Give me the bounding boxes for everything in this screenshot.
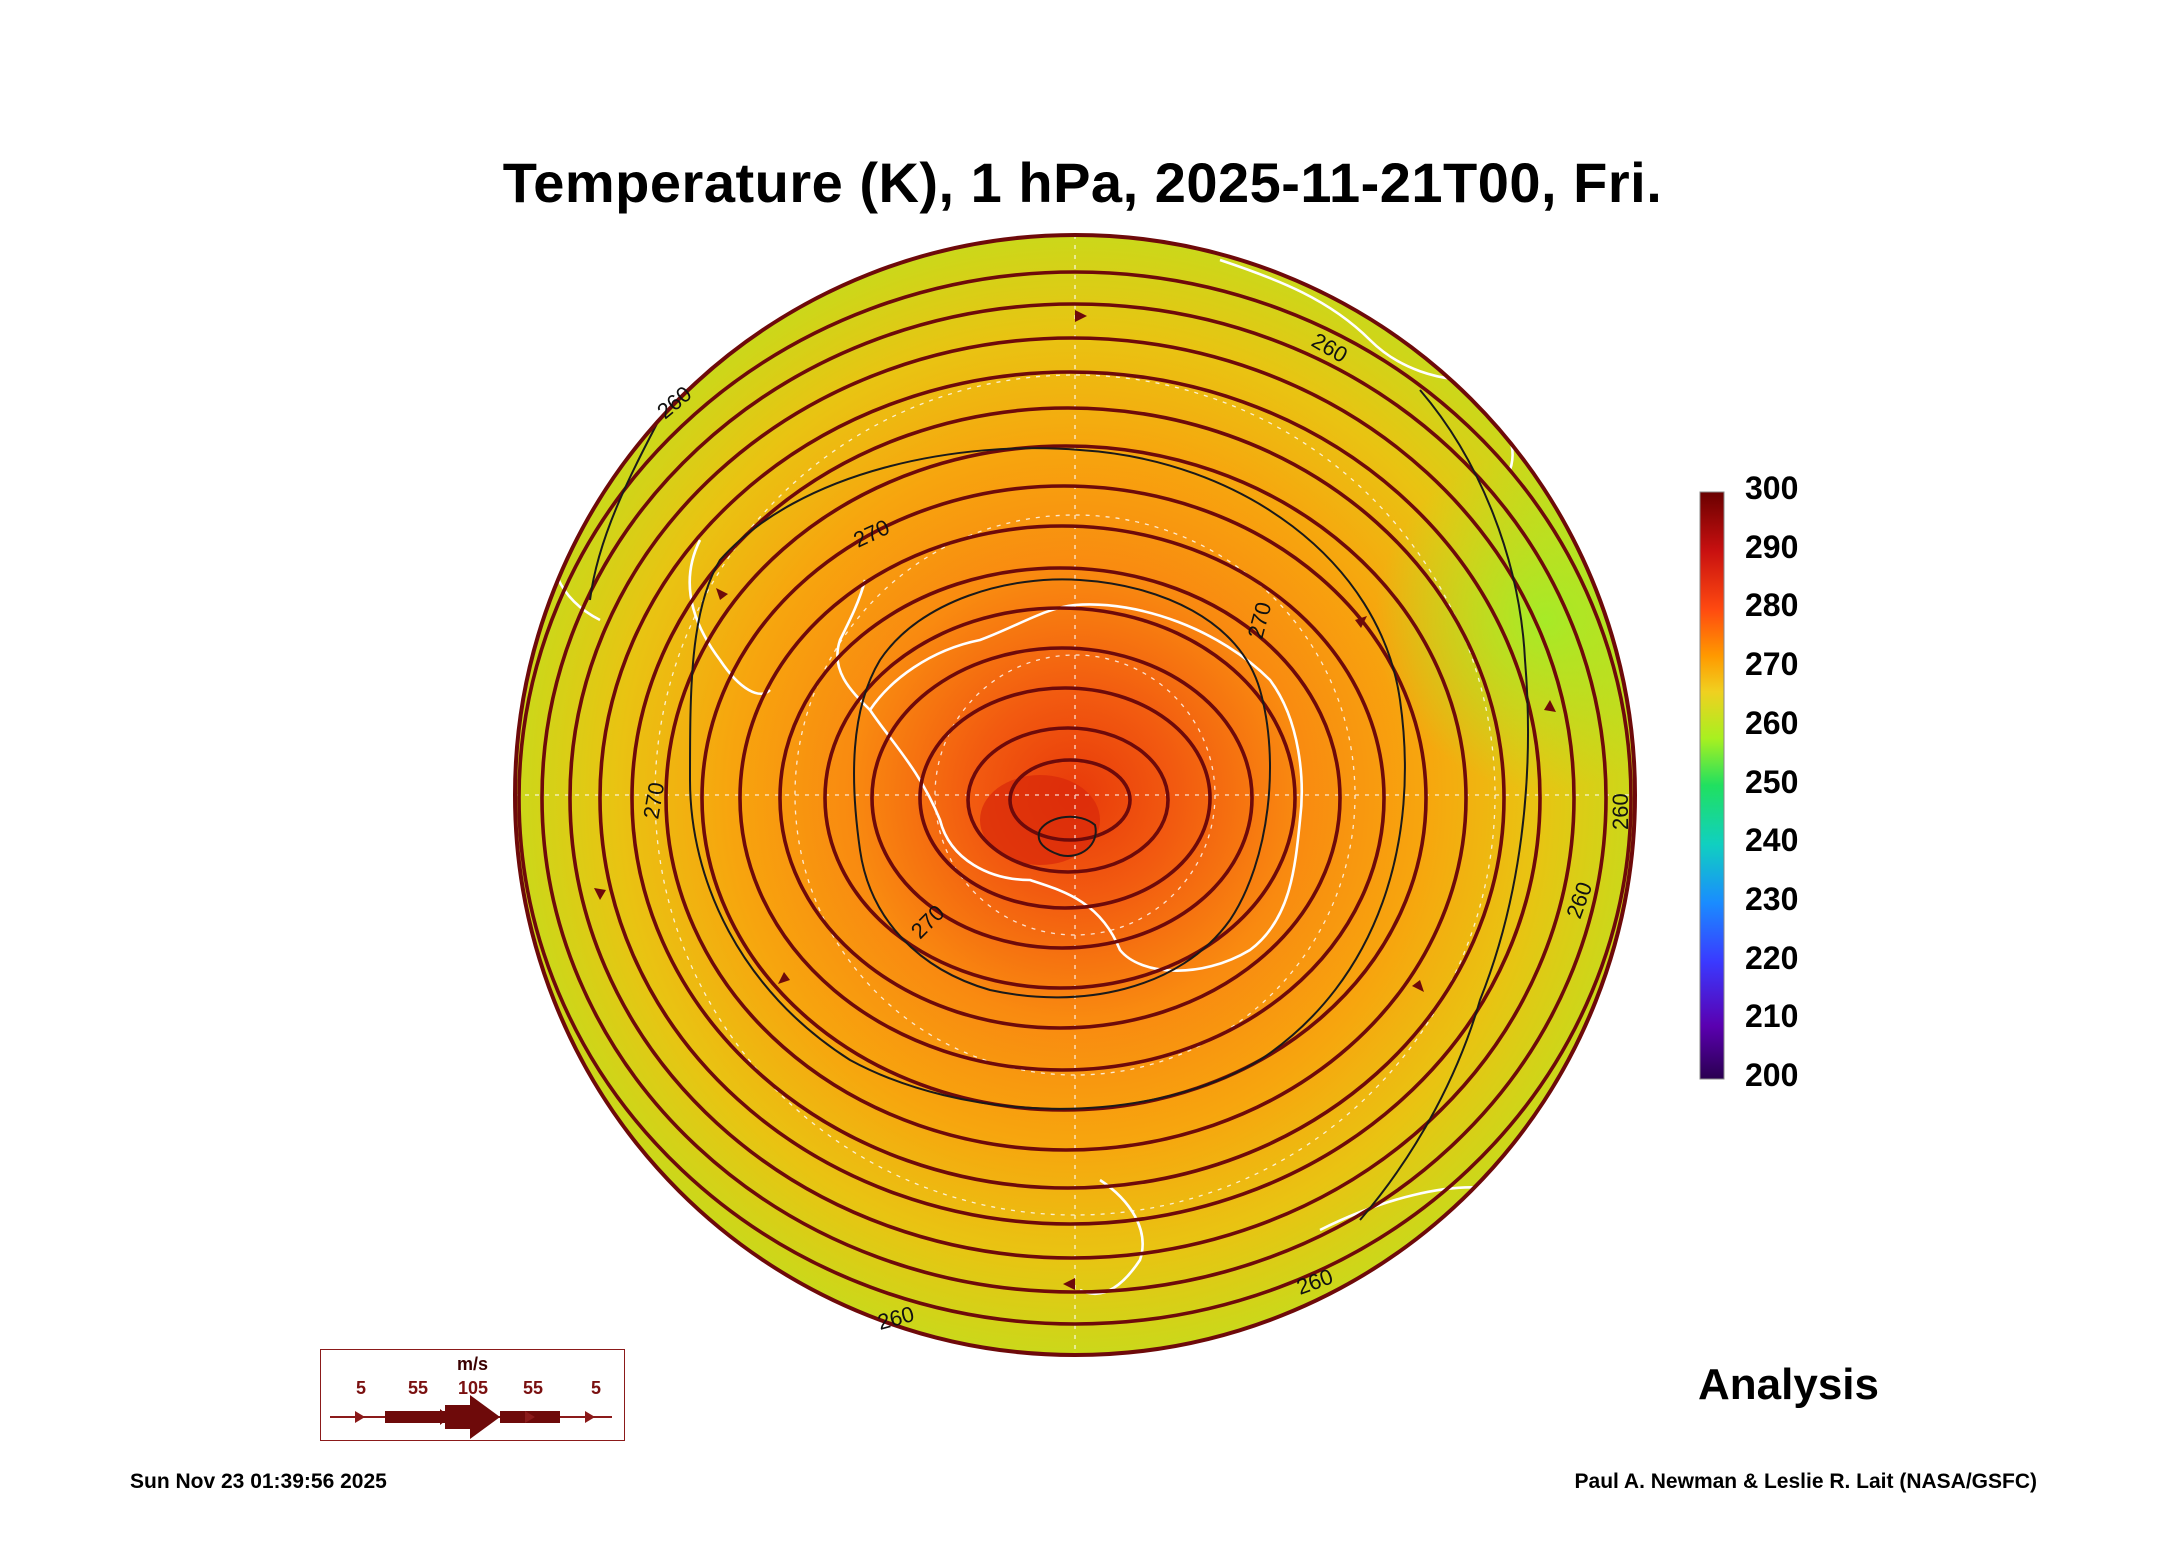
- colorbar: [1699, 491, 1725, 1080]
- credit: Paul A. Newman & Leslie R. Lait (NASA/GS…: [1574, 1470, 2037, 1493]
- wind-legend-label: 105: [457, 1378, 489, 1398]
- wind-legend-arrow: [330, 1395, 612, 1439]
- lat-lon-grid: [515, 235, 1635, 1355]
- timestamp: Sun Nov 23 01:39:56 2025: [130, 1470, 387, 1493]
- colorbar-tick: 250: [1745, 763, 1799, 800]
- wind-legend-label: 5: [590, 1378, 602, 1398]
- wind-legend-label: 55: [522, 1378, 544, 1398]
- colorbar-tick: 220: [1745, 939, 1799, 976]
- colorbar-tick: 270: [1745, 646, 1799, 683]
- wind-legend-label: 5: [355, 1378, 367, 1398]
- colorbar-tick: 290: [1745, 528, 1799, 565]
- disc-outline: [513, 233, 1637, 1357]
- wind-legend-unit: m/s: [456, 1354, 489, 1374]
- analysis-label: Analysis: [1698, 1360, 1879, 1409]
- colorbar-tick: 200: [1745, 1057, 1799, 1093]
- colorbar-tick: 260: [1745, 704, 1799, 741]
- colorbar-tick: 240: [1745, 822, 1799, 859]
- temperature-contours: [589, 359, 1529, 1221]
- colorbar-tick: 300: [1745, 470, 1799, 506]
- wind-legend-label: 55: [407, 1378, 429, 1398]
- map-title: Temperature (K), 1 hPa, 2025-11-21T00, F…: [502, 151, 1663, 214]
- colorbar-tick: 230: [1745, 880, 1799, 917]
- contour-label: 260: [1608, 793, 1633, 830]
- wind-legend: m/s 5 55 105 55 5: [320, 1349, 625, 1441]
- colorbar-tick: 280: [1745, 587, 1799, 624]
- wind-streamlines: [517, 270, 1633, 1326]
- streamline-arrows: [594, 310, 1556, 1290]
- colorbar-tick: 210: [1745, 998, 1799, 1035]
